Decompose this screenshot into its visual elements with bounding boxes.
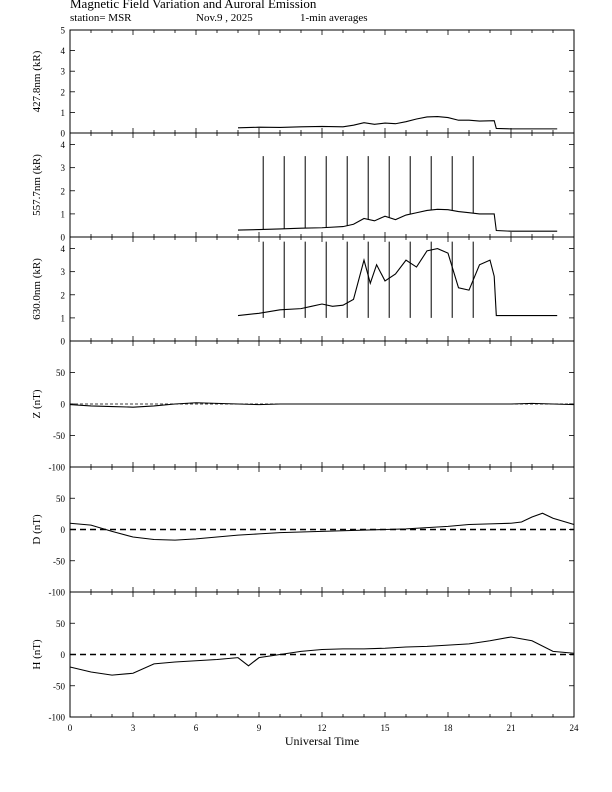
panel-0: 0 1 2 3 4 5 427.8nm (kR) xyxy=(31,26,575,139)
y-tick-label: 4 xyxy=(61,244,66,254)
y-tick-label: 2 xyxy=(61,290,66,300)
x-tick-label: 21 xyxy=(507,723,516,733)
x-tick-label: 15 xyxy=(381,723,391,733)
panel-1: 0 1 2 3 4 557.7nm (kR) xyxy=(31,132,575,243)
y-axis-label: 557.7nm (kR) xyxy=(31,154,43,216)
x-tick-label: 12 xyxy=(318,723,327,733)
averaging-label: 1-min averages xyxy=(300,12,368,24)
panel-frame xyxy=(69,29,575,134)
y-tick-label: 0 xyxy=(61,233,66,243)
y-tick-label: 4 xyxy=(61,46,66,56)
y-tick-label: -50 xyxy=(53,681,65,691)
x-tick-label: 0 xyxy=(68,723,73,733)
y-tick-label: 3 xyxy=(61,67,66,77)
station-label: station= MSR xyxy=(70,12,132,24)
y-tick-label: 0 xyxy=(61,129,66,139)
y-tick-label: -50 xyxy=(53,556,65,566)
figure-title: Magnetic Field Variation and Auroral Emi… xyxy=(70,0,317,11)
panel-3: -100 -50 0 50 Z (nT) xyxy=(31,340,575,473)
y-tick-label: -100 xyxy=(49,713,66,723)
panel-4: -100 -50 0 50 D (nT) xyxy=(31,466,575,598)
y-tick-label: 3 xyxy=(61,163,66,173)
y-tick-label: 0 xyxy=(61,337,66,347)
panel-frame xyxy=(69,236,575,342)
series-line-0 xyxy=(237,208,558,232)
y-tick-label: -100 xyxy=(49,588,66,598)
series-line-0 xyxy=(69,402,575,408)
y-axis-label: D (nT) xyxy=(31,514,43,545)
y-tick-label: 2 xyxy=(61,87,66,97)
y-tick-label: 0 xyxy=(61,650,66,660)
series-line-0 xyxy=(237,115,558,130)
y-tick-label: 50 xyxy=(56,368,66,378)
y-tick-label: 3 xyxy=(61,267,66,277)
x-axis-label: Universal Time xyxy=(285,734,359,748)
date-label: Nov.9 , 2025 xyxy=(196,12,253,24)
y-tick-label: -100 xyxy=(49,463,66,473)
y-tick-label: 1 xyxy=(61,209,66,219)
series-line-0 xyxy=(237,247,558,317)
x-tick-label: 24 xyxy=(570,723,580,733)
panel-2: 0 1 2 3 4 630.0nm (kR) xyxy=(31,236,575,347)
series-line-0 xyxy=(69,636,575,676)
series-line-0 xyxy=(69,512,575,541)
y-tick-label: 1 xyxy=(61,313,66,323)
y-tick-label: 0 xyxy=(61,400,66,410)
y-tick-label: 50 xyxy=(56,619,66,629)
y-tick-label: 50 xyxy=(56,494,66,504)
y-tick-label: 4 xyxy=(61,140,66,150)
y-axis-label: H (nT) xyxy=(31,639,43,670)
y-axis-label: 630.0nm (kR) xyxy=(31,258,43,320)
panel-frame xyxy=(69,132,575,238)
y-tick-label: 2 xyxy=(61,186,66,196)
y-tick-label: -50 xyxy=(53,431,65,441)
x-tick-label: 9 xyxy=(257,723,262,733)
x-tick-label: 3 xyxy=(131,723,136,733)
y-axis-label: 427.8nm (kR) xyxy=(31,50,43,112)
y-tick-label: 5 xyxy=(61,26,66,36)
panel-5: -100 -50 0 50 H (nT) 0 3 6 9 12 15 18 21 24 Universal … xyxy=(31,591,580,748)
y-axis-label: Z (nT) xyxy=(31,389,43,418)
x-tick-label: 18 xyxy=(444,723,454,733)
y-tick-label: 1 xyxy=(61,108,66,118)
x-tick-label: 6 xyxy=(194,723,199,733)
y-tick-label: 0 xyxy=(61,525,66,535)
